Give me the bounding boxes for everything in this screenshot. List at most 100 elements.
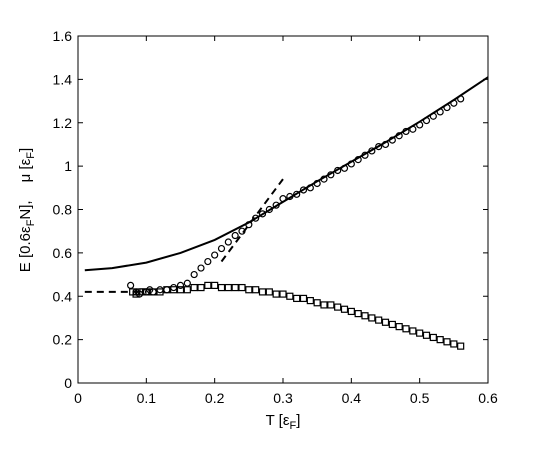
square-marker [443,338,451,346]
x-tick-label: 0.4 [342,390,362,406]
square-marker [388,320,396,329]
circle-marker [450,99,458,107]
circle-marker [388,136,396,144]
circle-marker [327,171,335,179]
square-marker [245,286,253,294]
circle-marker [190,270,198,279]
y-axis-ticks: 0 0.2 0.4 0.6 0.8 1 1.2 1.4 1.6 [53,28,488,391]
square-marker [361,312,369,320]
x-axis-label: T [εF] [266,412,301,432]
square-marker [258,288,267,296]
circle-marker [176,281,185,290]
circle-marker [368,147,376,155]
circle-marker [286,192,294,201]
circle-marker [170,283,178,292]
y-tick-label: 1.4 [53,71,73,87]
circle-marker [306,184,314,192]
y-tick-label: 0 [64,375,72,391]
circle-marker [347,160,355,168]
square-marker [252,286,260,294]
circle-marker [217,244,226,253]
square-marker [429,333,437,342]
square-marker [156,288,164,296]
square-marker [170,286,178,294]
square-marker [211,281,219,290]
y-tick-label: 0.8 [53,202,73,218]
circle-marker [299,186,308,194]
square-marker [457,342,465,350]
square-marker [381,318,390,326]
square-marker [293,294,301,303]
square-marker [422,331,431,339]
dashed-line-series [220,178,284,263]
circle-marker [211,251,219,259]
square-marker [334,303,342,311]
square-marker [416,329,424,337]
solid-line-series [84,76,489,272]
square-marker [197,283,205,292]
circle-marker [340,164,349,172]
y-tick-label: 0.2 [53,332,73,348]
square-marker [204,281,212,290]
square-marker [450,340,458,348]
circle-marker [354,156,362,164]
square-marker [279,290,287,298]
square-marker [402,325,410,333]
square-marker [327,301,335,309]
circle-marker [293,190,301,198]
circle-marker [231,231,239,240]
square-marker [354,310,362,318]
circle-marker [245,221,253,229]
circle-marker [422,116,431,125]
square-marker [286,292,294,300]
square-marker [231,283,239,292]
circle-marker [361,151,369,159]
square-marker [272,290,280,298]
plot-frame [77,35,489,384]
circle-marker [183,279,191,287]
circle-marker [395,132,403,140]
square-marker [368,314,376,322]
circle-marker [443,103,451,112]
circle-marker [252,214,260,222]
circle-marker [279,195,287,203]
circle-marker [334,166,342,175]
y-tick-label: 1.2 [53,115,73,131]
square-marker [190,283,198,292]
x-tick-label: 0.6 [478,390,498,406]
circle-marker [436,108,444,116]
circle-marker [258,210,267,218]
circle-marker [416,121,424,129]
square-marker [395,323,403,331]
square-marker [176,286,185,294]
x-tick-label: 0.3 [273,390,293,406]
square-marker [320,301,328,309]
square-marker [238,283,246,292]
square-marker [265,288,273,296]
square-marker [163,286,171,294]
circle-marker [313,179,321,188]
circle-marker [224,238,232,246]
x-axis-ticks: 0 0.1 0.2 0.3 0.4 0.5 0.6 [74,36,498,406]
square-marker [347,307,355,316]
circle-marker [265,205,273,214]
square-marker [149,288,157,296]
square-marker [183,286,191,294]
circle-marker [272,201,280,209]
y-tick-label: 0.6 [53,245,73,261]
y-tick-label: 1.6 [53,28,73,44]
y-axis-label: E [0.6εFN],μ [εF] [17,148,37,272]
x-tick-label: 0.2 [205,390,225,406]
square-marker [436,336,444,344]
y-tick-label: 0.4 [53,288,73,304]
square-marker [313,299,321,307]
x-tick-label: 0.5 [410,390,430,406]
square-marker [409,327,417,335]
circle-marker [238,227,246,235]
square-marker [306,296,314,305]
square-marker [224,283,232,292]
circle-marker [320,175,328,183]
circle-marker [429,112,437,120]
square-marker [375,316,383,324]
